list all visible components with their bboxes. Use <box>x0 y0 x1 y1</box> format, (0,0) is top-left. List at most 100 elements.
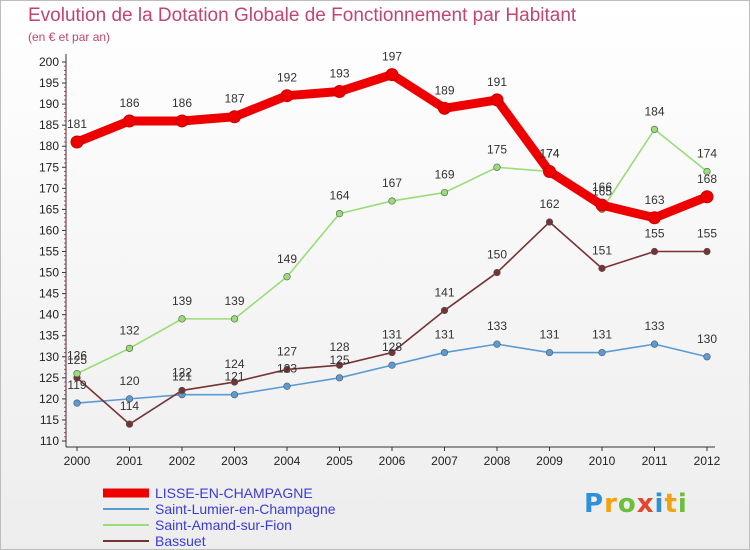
data-label: 133 <box>644 319 664 333</box>
data-point <box>178 315 186 323</box>
data-point <box>388 348 396 357</box>
y-tick-label: 200 <box>39 55 59 69</box>
y-tick-label: 175 <box>39 160 59 174</box>
y-tick-label: 120 <box>39 392 59 406</box>
data-label: 133 <box>487 319 507 333</box>
data-label: 175 <box>487 142 507 156</box>
data-point <box>648 211 661 225</box>
data-point <box>335 374 344 382</box>
y-tick-label: 195 <box>39 76 59 90</box>
y-tick-label: 165 <box>39 202 59 216</box>
y-tick-label: 135 <box>39 329 59 343</box>
data-label: 163 <box>644 193 664 207</box>
data-label: 131 <box>539 328 559 342</box>
data-point <box>490 93 504 107</box>
data-label: 125 <box>329 353 349 367</box>
data-point <box>283 273 291 281</box>
data-point <box>703 167 711 176</box>
data-point <box>388 361 396 369</box>
data-label: 174 <box>539 146 559 160</box>
data-label: 155 <box>644 227 664 241</box>
data-point <box>283 365 291 374</box>
data-point <box>283 382 291 390</box>
data-point <box>280 89 294 103</box>
x-tick-label: 2010 <box>589 454 616 468</box>
proxiti-logo: Proxiti <box>584 489 688 519</box>
data-label: 193 <box>329 66 349 80</box>
x-tick-label: 2012 <box>694 454 721 468</box>
data-label: 121 <box>224 370 244 384</box>
data-label: 127 <box>277 344 297 358</box>
data-label: 151 <box>592 243 612 257</box>
chart-subtitle: (en € et par an) <box>28 30 111 44</box>
data-label: 184 <box>644 104 664 118</box>
x-tick-label: 2009 <box>536 454 563 468</box>
series-lines <box>70 68 714 428</box>
data-point <box>598 348 606 357</box>
data-point <box>438 101 451 115</box>
data-label: 174 <box>539 146 559 160</box>
data-point <box>650 125 659 133</box>
y-tick-label: 185 <box>39 118 59 132</box>
data-label: 131 <box>382 328 402 342</box>
data-point <box>493 163 501 171</box>
data-label: 128 <box>329 340 349 354</box>
data-point <box>230 315 239 323</box>
data-point <box>230 378 239 386</box>
data-label: 186 <box>172 96 192 110</box>
data-label: 164 <box>329 189 349 203</box>
x-tick-label: 2005 <box>326 454 353 468</box>
data-label: 119 <box>67 378 86 392</box>
legend: LISSE-EN-CHAMPAGNESaint-Lumier-en-Champa… <box>103 485 336 549</box>
data-label: 130 <box>697 332 717 346</box>
data-label: 181 <box>67 117 87 131</box>
data-label: 174 <box>697 146 717 160</box>
data-label: 125 <box>67 353 87 367</box>
data-label: 189 <box>434 83 454 97</box>
data-label: 124 <box>224 357 244 371</box>
data-label: 114 <box>120 399 139 413</box>
data-label: 192 <box>277 71 297 85</box>
legend-entry: Saint-Amand-sur-Fion <box>155 517 292 533</box>
data-point <box>385 68 399 82</box>
y-tick-label: 180 <box>39 139 59 153</box>
data-label: 150 <box>487 248 507 262</box>
data-point <box>700 190 714 204</box>
data-label: 126 <box>67 349 87 363</box>
data-label: 139 <box>172 294 192 308</box>
data-point <box>545 218 554 226</box>
data-label: 165 <box>592 184 612 198</box>
data-point <box>178 386 186 395</box>
x-tick-label: 2003 <box>221 454 248 468</box>
data-label: 123 <box>277 361 297 375</box>
data-point <box>440 348 449 357</box>
y-tick-label: 140 <box>39 308 59 322</box>
data-point <box>73 370 81 378</box>
legend-entry: LISSE-EN-CHAMPAGNE <box>155 485 313 501</box>
data-label: 131 <box>434 328 454 342</box>
data-point <box>650 340 659 348</box>
data-point <box>125 420 134 428</box>
data-point <box>333 84 346 98</box>
data-label: 141 <box>434 285 454 299</box>
data-point <box>598 264 606 272</box>
data-label: 191 <box>487 75 507 89</box>
legend-entry: Saint-Lumier-en-Champagne <box>155 501 336 517</box>
data-point <box>440 188 449 197</box>
chart-title: Evolution de la Dotation Globale de Fonc… <box>28 5 577 26</box>
data-label: 197 <box>382 50 402 64</box>
y-tick-label: 125 <box>39 371 59 385</box>
y-tick-label: 170 <box>39 181 59 195</box>
data-point <box>595 198 609 212</box>
y-tick-label: 155 <box>39 245 59 259</box>
data-point <box>125 395 134 403</box>
data-label: 162 <box>539 197 559 211</box>
data-label: 122 <box>172 365 192 379</box>
data-point <box>230 391 239 399</box>
data-point <box>335 210 344 218</box>
data-label: 128 <box>382 340 402 354</box>
data-label: 186 <box>119 96 139 110</box>
x-tick-label: 2011 <box>642 454 668 468</box>
